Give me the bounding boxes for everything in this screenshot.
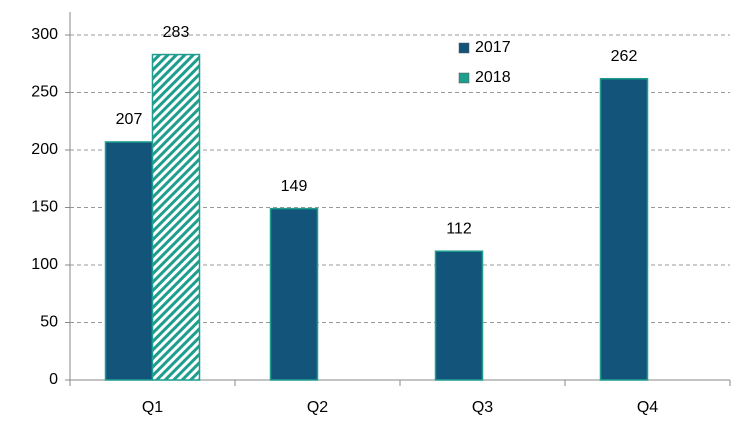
bar: [434, 250, 484, 381]
value-label: 207: [116, 111, 143, 128]
bar: [104, 141, 154, 381]
y-tick-label: 100: [31, 256, 58, 273]
legend-swatch: [458, 42, 470, 54]
x-tick-label: Q2: [307, 399, 328, 416]
value-label: 262: [611, 48, 638, 65]
legend-swatch: [458, 72, 470, 84]
y-tick-label: 250: [31, 84, 58, 101]
x-tick-label: Q1: [142, 399, 163, 416]
y-tick-label: 200: [31, 141, 58, 158]
y-tick-label: 150: [31, 199, 58, 216]
value-label: 149: [281, 178, 308, 195]
bar: [269, 207, 319, 381]
y-tick-label: 300: [31, 26, 58, 43]
y-tick-label: 50: [40, 314, 58, 331]
legend-label: 2018: [475, 69, 511, 86]
x-tick-label: Q3: [472, 399, 493, 416]
value-label: 112: [446, 220, 472, 237]
bar: [599, 77, 649, 381]
legend-label: 2017: [475, 39, 511, 56]
y-tick-label: 0: [49, 371, 58, 388]
value-label: 283: [163, 24, 190, 41]
bar: [151, 53, 201, 381]
x-tick-label: Q4: [637, 399, 658, 416]
